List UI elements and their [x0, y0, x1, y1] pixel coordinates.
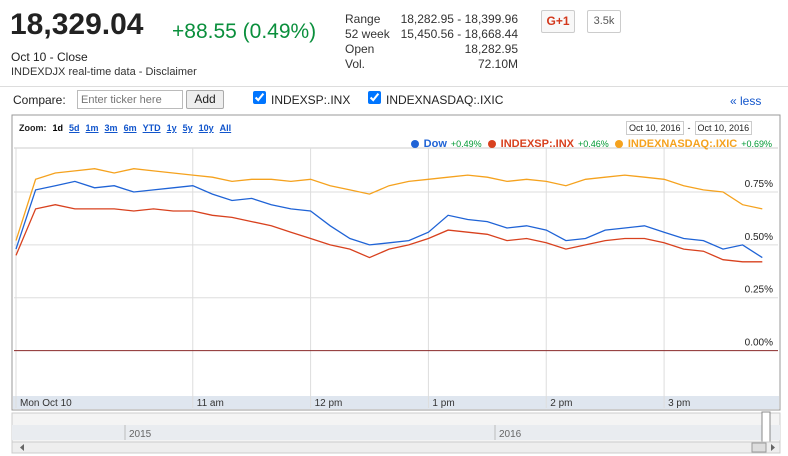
x-tick-label: 3 pm [668, 398, 690, 409]
close-date: Oct 10 - Close [11, 50, 88, 64]
y-tick-label: 0.75% [745, 179, 773, 190]
navigator-label: 2015 [129, 429, 152, 440]
navigator-label: 2016 [499, 429, 522, 440]
gplus-button[interactable]: G+1 [541, 10, 575, 33]
legend-change: +0.69% [741, 139, 772, 149]
x-tick-label: Mon Oct 10 [20, 398, 72, 409]
legend: Dow +0.49% INDEXSP:.INX +0.46% INDEXNASDAQ:.… [410, 138, 774, 150]
series-line [15, 180, 763, 259]
date-from[interactable]: Oct 10, 2016 [626, 121, 684, 135]
zoom-option[interactable]: YTD [142, 123, 161, 133]
legend-dot [487, 140, 496, 148]
data-source: INDEXDJX real-time data - Disclaimer [11, 66, 197, 78]
zoom-option[interactable]: 5y [182, 123, 193, 133]
stat-label: 52 week [345, 27, 390, 41]
ticker: INDEXNASDAQ:.IXIC [386, 93, 504, 107]
navigator-track [12, 425, 780, 440]
zoom-label: Zoom: [19, 123, 47, 133]
x-tick-label: 11 am [197, 398, 224, 409]
legend-dot [410, 140, 419, 148]
scrollbar [11, 441, 781, 454]
zoom-option[interactable]: 1m [85, 123, 99, 133]
less-link[interactable]: « less [730, 94, 762, 108]
x-axis-bar [13, 396, 779, 409]
x-tick-label: 2 pm [550, 398, 572, 409]
chart-frame [11, 114, 781, 411]
series-line [15, 168, 763, 241]
y-tick-label: 0.00% [745, 338, 773, 349]
price: 18,329.04 [10, 8, 144, 41]
y-tick-label: 0.50% [745, 232, 773, 243]
stat-value: 18,282.95 [464, 42, 518, 56]
y-tick-label: 0.25% [745, 285, 773, 296]
legend-change: +0.46% [578, 139, 609, 149]
scroll-arrow-right [771, 444, 775, 451]
date-range: Oct 10, 2016 - Oct 10, 2016 [626, 121, 753, 135]
x-tick-label: 12 pm [315, 398, 343, 409]
scroll-arrow-left [20, 444, 24, 451]
zoom-option[interactable]: All [219, 123, 232, 133]
stat-label: Range [345, 12, 381, 26]
price-change: +88.55 (0.49%) [172, 20, 317, 43]
date-to[interactable]: Oct 10, 2016 [694, 121, 753, 135]
series-line [15, 204, 763, 263]
stat-label: Open [345, 42, 375, 56]
ticker-checkbox[interactable] [253, 91, 266, 104]
zoom-option[interactable]: 1y [166, 123, 177, 133]
zoom-option[interactable]: 5d [69, 123, 80, 133]
stat-value: 72.10M [477, 57, 518, 71]
x-tick-label: 1 pm [432, 398, 454, 409]
legend-dot [614, 140, 623, 148]
stat-value: 18,282.95 - 18,399.96 [400, 12, 518, 26]
legend-name: INDEXSP:.INX [500, 138, 575, 150]
zoom-option[interactable]: 1d [52, 123, 64, 133]
zoom-bar: Zoom: 1d 5d 1m 3m 6m YTD 1y 5y 10y All [19, 123, 237, 133]
zoom-option[interactable]: 6m [123, 123, 137, 133]
gplus-count: 3.5k [587, 10, 621, 33]
add-button[interactable]: Add [186, 90, 224, 109]
zoom-option[interactable]: 10y [198, 123, 214, 133]
date-separator: - [687, 123, 691, 133]
compare-label: Compare: [13, 93, 66, 107]
legend-name: INDEXNASDAQ:.IXIC [627, 138, 738, 150]
ticker-checkbox[interactable] [368, 91, 381, 104]
stat-label: Vol. [345, 57, 366, 71]
ticker-input[interactable] [77, 90, 183, 109]
zoom-option[interactable]: 3m [104, 123, 118, 133]
navigator-window [761, 411, 771, 443]
divider [0, 86, 788, 87]
legend-change: +0.49% [450, 139, 482, 149]
scroll-thumb[interactable] [751, 442, 767, 453]
stat-value: 15,450.56 - 18,668.44 [400, 27, 518, 41]
legend-name: Dow [423, 138, 447, 150]
ticker: INDEXSP:.INX [271, 93, 351, 107]
